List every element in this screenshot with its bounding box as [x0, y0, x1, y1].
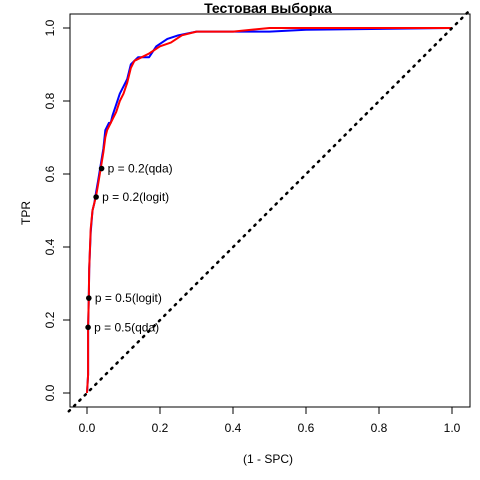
threshold-point: [93, 194, 99, 200]
y-tick-label: 0.4: [43, 238, 57, 255]
chart-title: Тестовая выборка: [204, 0, 332, 16]
y-tick-label: 0.8: [43, 92, 57, 109]
y-tick-label: 1.0: [43, 19, 57, 36]
x-tick-label: 0.4: [225, 421, 242, 435]
annotation-layer: p = 0.2(qda) p = 0.2(logit) p = 0.5(logit)…: [85, 162, 173, 334]
y-axis-label: TPR: [19, 201, 33, 225]
y-tick-label: 0.0: [43, 384, 57, 401]
x-tick-label: 0.0: [79, 421, 96, 435]
roc-series-line-2: [86, 27, 452, 394]
x-axis-label: (1 - SPC): [243, 452, 293, 466]
diagonal-reference-line: [67, 8, 472, 413]
threshold-label: p = 0.5(qda): [94, 320, 159, 334]
x-tick-label: 0.8: [371, 421, 388, 435]
plot-frame: [69, 13, 471, 408]
series-layer: [67, 8, 472, 413]
x-tick-label: 1.0: [444, 421, 461, 435]
y-axis: 0.0 0.2 0.4 0.6 0.8 1.0: [43, 19, 70, 401]
x-axis: 0.0 0.2 0.4 0.6 0.8 1.0: [79, 407, 461, 435]
threshold-label: p = 0.2(logit): [102, 190, 169, 204]
threshold-point: [86, 295, 92, 301]
y-tick-label: 0.6: [43, 165, 57, 182]
threshold-label: p = 0.5(logit): [95, 291, 162, 305]
x-tick-label: 0.6: [298, 421, 315, 435]
threshold-point: [85, 324, 91, 331]
y-tick-label: 0.2: [43, 311, 57, 328]
x-tick-label: 0.2: [152, 421, 169, 435]
threshold-point: [98, 165, 105, 172]
threshold-label: p = 0.2(qda): [108, 162, 173, 176]
